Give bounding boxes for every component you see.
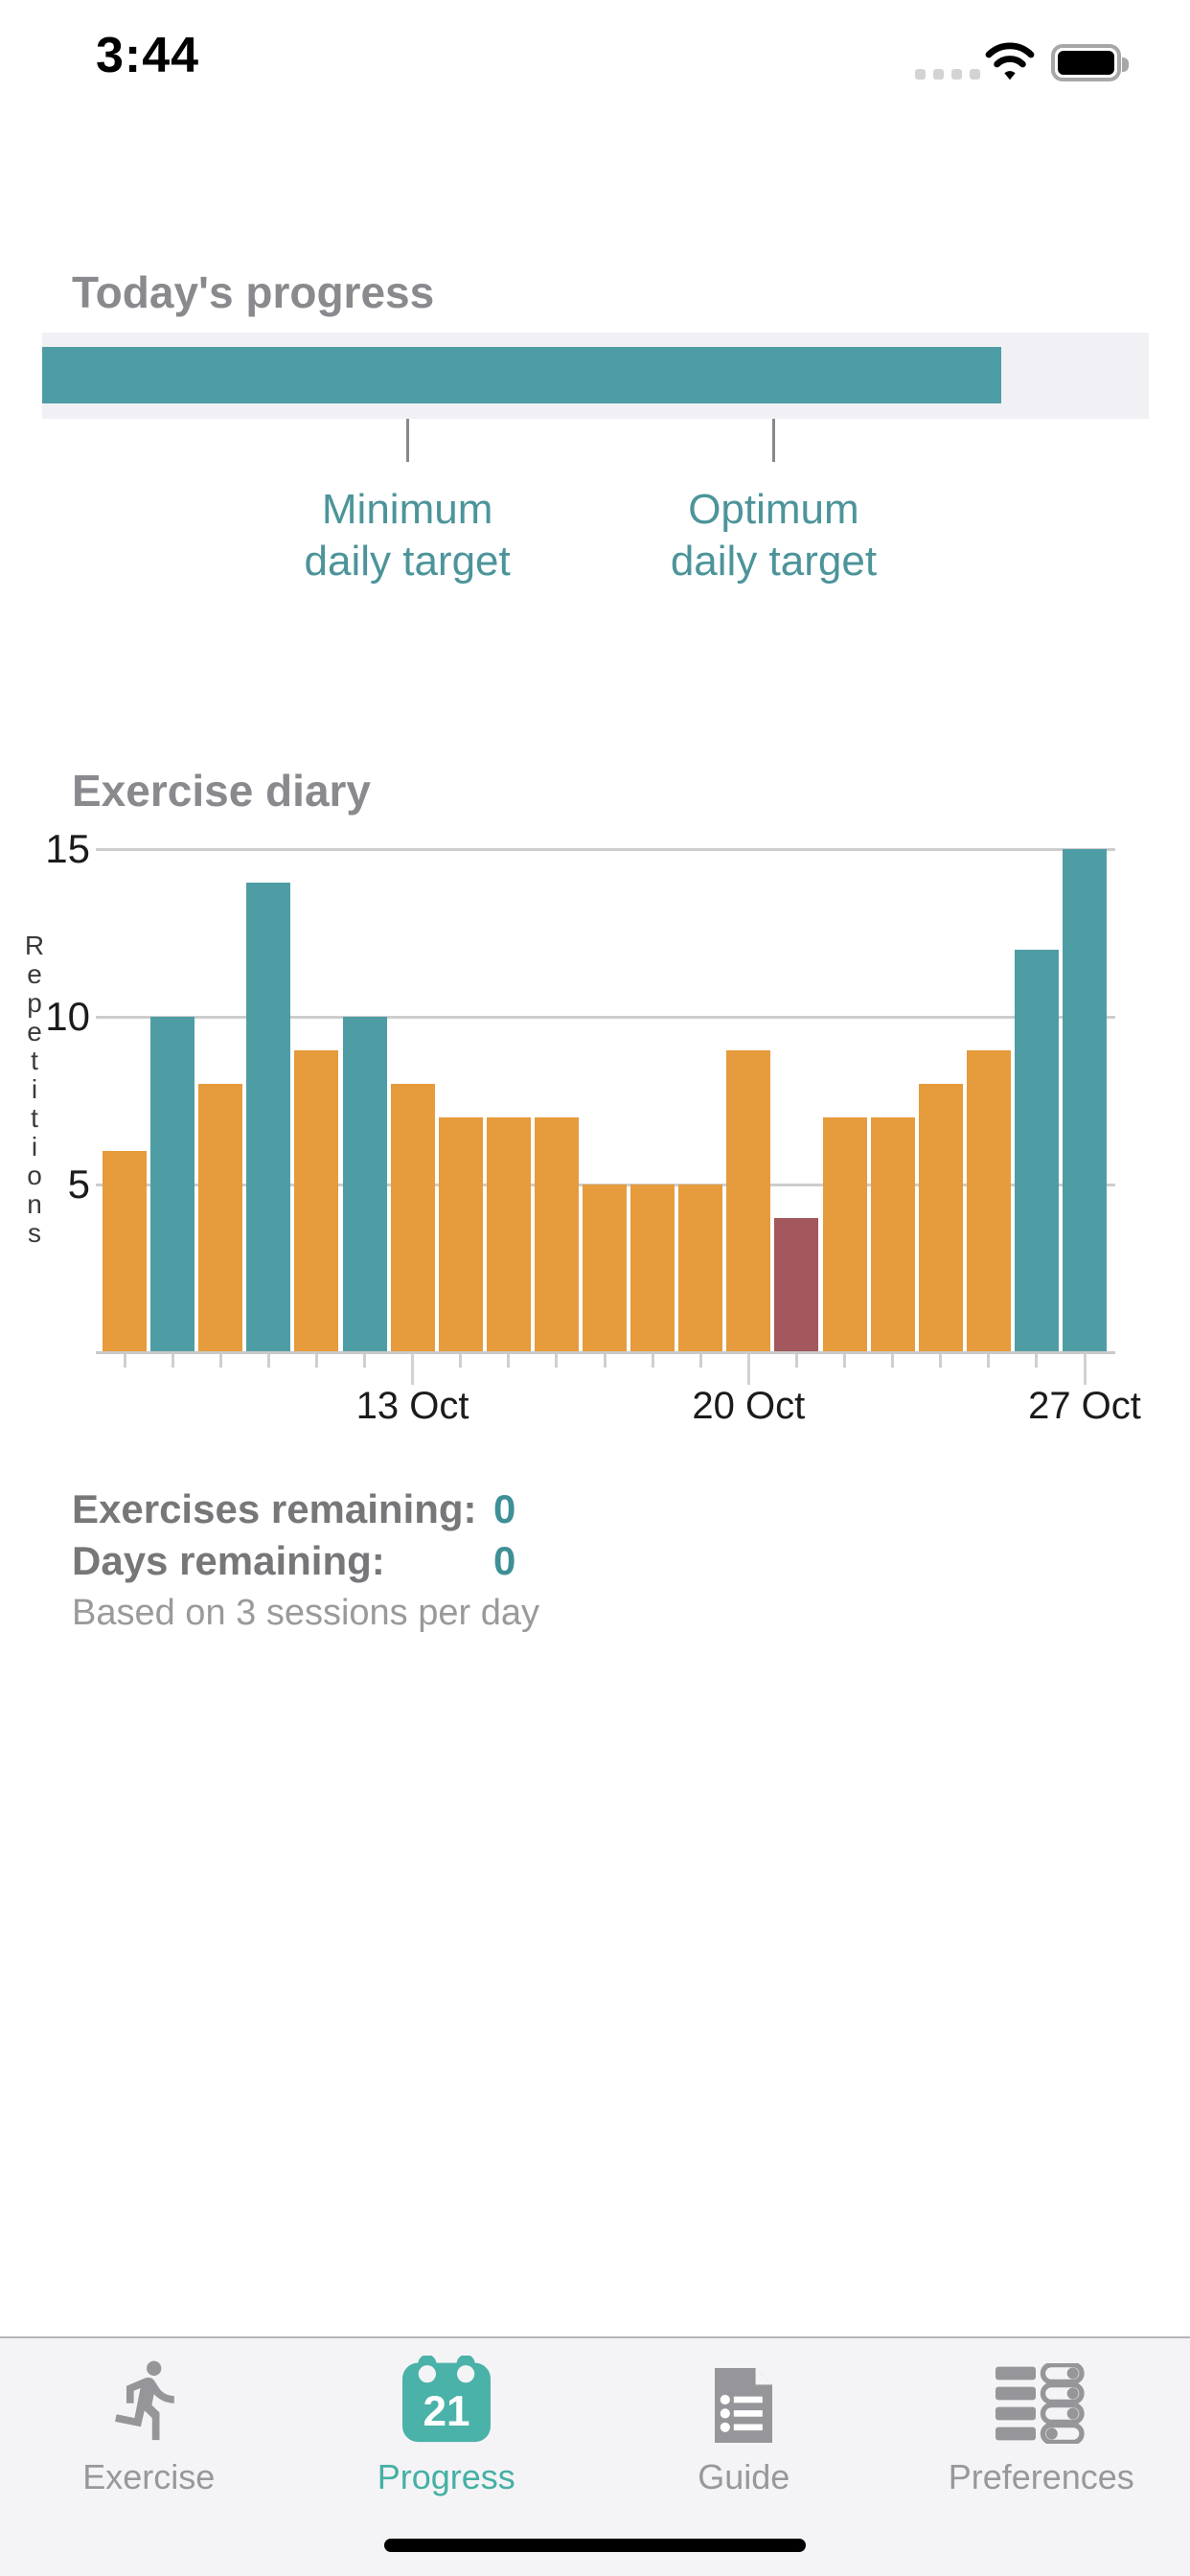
chart-bar-12-oct (342, 1017, 387, 1352)
chart-bar-8-oct (150, 1017, 195, 1352)
wifi-icon (985, 42, 1035, 80)
chart-bar-14-oct (438, 1117, 483, 1352)
days-remaining-label: Days remaining: (72, 1538, 385, 1583)
document-icon (712, 2352, 775, 2444)
date-label-20-oct: 20 Oct (692, 1385, 806, 1427)
xtick-10 (603, 1352, 606, 1368)
ytick-label-10: 10 (45, 994, 90, 1039)
exercises-remaining-row: Exercises remaining: 0 (72, 1484, 934, 1535)
xtick-15 (843, 1352, 846, 1368)
chart-bar-13-oct (390, 1084, 435, 1352)
chart-bar-17-oct (583, 1184, 627, 1352)
date-label-13-oct: 13 Oct (355, 1385, 469, 1427)
xtick-16 (891, 1352, 895, 1368)
xtick-2 (218, 1352, 222, 1368)
progress-title: Today's progress (72, 267, 435, 317)
chart-bar-16-oct (534, 1117, 579, 1352)
tab-preferences-label: Preferences (948, 2457, 1134, 2496)
xtick-9 (555, 1352, 559, 1368)
xtick-1 (171, 1352, 174, 1368)
ytick-label-5: 5 (67, 1162, 90, 1207)
gridline-10 (96, 1015, 1115, 1019)
xtick-20 (1083, 1352, 1087, 1385)
days-remaining-value: 0 (493, 1538, 516, 1583)
chart-bar-25-oct (966, 1050, 1011, 1352)
toggles-list-icon (995, 2352, 1087, 2444)
chart-plot (96, 847, 1115, 1385)
optimum-target-label: Optimum daily target (670, 486, 878, 585)
xtick-14 (794, 1352, 798, 1368)
chart-bar-15-oct (486, 1117, 531, 1352)
xtick-12 (698, 1352, 702, 1368)
daily-progress-track (42, 333, 1149, 419)
tab-bar: Exercise 21 Progress (0, 2336, 1190, 2576)
xtick-19 (1035, 1352, 1039, 1368)
tab-progress-label: Progress (377, 2457, 515, 2496)
home-indicator[interactable] (384, 2539, 806, 2552)
ytick-label-15: 15 (45, 826, 90, 871)
xtick-13 (746, 1352, 750, 1385)
calendar-icon: 21 (400, 2352, 492, 2444)
sessions-note: Based on 3 sessions per day (72, 1593, 539, 1633)
xtick-8 (507, 1352, 511, 1368)
tab-exercise[interactable]: Exercise (0, 2338, 298, 2576)
xtick-4 (314, 1352, 318, 1368)
chart-ylabel: R e p e t i t i o n s (24, 931, 45, 1248)
chart-bar-11-oct (294, 1050, 339, 1352)
tab-guide[interactable]: Guide (595, 2338, 893, 2576)
runner-icon (104, 2352, 193, 2444)
chart-bar-23-oct (870, 1117, 915, 1352)
chart-title: Exercise diary (72, 766, 372, 816)
chart-section: Exercise diary R e p e t i t i o n s 15 1… (0, 757, 1190, 1466)
status-bar: 3:44 (0, 0, 1190, 134)
xtick-0 (123, 1352, 126, 1368)
xtick-7 (459, 1352, 463, 1368)
chart-bar-7-oct (103, 1151, 147, 1352)
chart-bar-21-oct (774, 1218, 819, 1352)
chart-bar-27-oct (1063, 849, 1107, 1352)
stats-section: Exercises remaining: 0 Days remaining: 0… (72, 1484, 934, 1635)
chart-bar-9-oct (198, 1084, 243, 1352)
xtick-11 (651, 1352, 654, 1368)
chart-x-axis (96, 1351, 1115, 1354)
tab-preferences[interactable]: Preferences (893, 2338, 1190, 2576)
minimum-target-tick (405, 419, 409, 462)
days-remaining-row: Days remaining: 0 (72, 1535, 934, 1587)
xtick-6 (411, 1352, 415, 1385)
chart-bar-20-oct (726, 1050, 771, 1352)
cellular-signal-icon (915, 69, 980, 80)
xtick-3 (266, 1352, 270, 1368)
xtick-17 (939, 1352, 943, 1368)
minimum-target-label: Minimum daily target (304, 486, 511, 585)
xtick-18 (987, 1352, 991, 1368)
daily-progress-fill (42, 347, 1002, 403)
chart-bar-19-oct (678, 1184, 723, 1352)
chart-bar-10-oct (246, 883, 291, 1352)
date-label-27-oct: 27 Oct (1028, 1385, 1141, 1427)
chart-bar-26-oct (1014, 950, 1059, 1352)
optimum-target-tick (771, 419, 775, 462)
svg-text:21: 21 (423, 2388, 469, 2435)
status-time: 3:44 (96, 28, 200, 83)
tab-guide-label: Guide (698, 2457, 790, 2496)
tab-exercise-label: Exercise (82, 2457, 216, 2496)
tab-progress[interactable]: 21 Progress (298, 2338, 596, 2576)
exercises-remaining-value: 0 (493, 1486, 516, 1531)
battery-icon (1051, 44, 1129, 81)
exercises-remaining-label: Exercises remaining: (72, 1486, 477, 1531)
chart-bar-22-oct (822, 1117, 867, 1352)
progress-section: Today's progress Minimum daily target Opt… (0, 266, 1190, 611)
chart-bar-24-oct (918, 1084, 963, 1352)
gridline-15 (96, 847, 1115, 851)
xtick-5 (363, 1352, 366, 1368)
chart-bar-18-oct (630, 1184, 675, 1352)
